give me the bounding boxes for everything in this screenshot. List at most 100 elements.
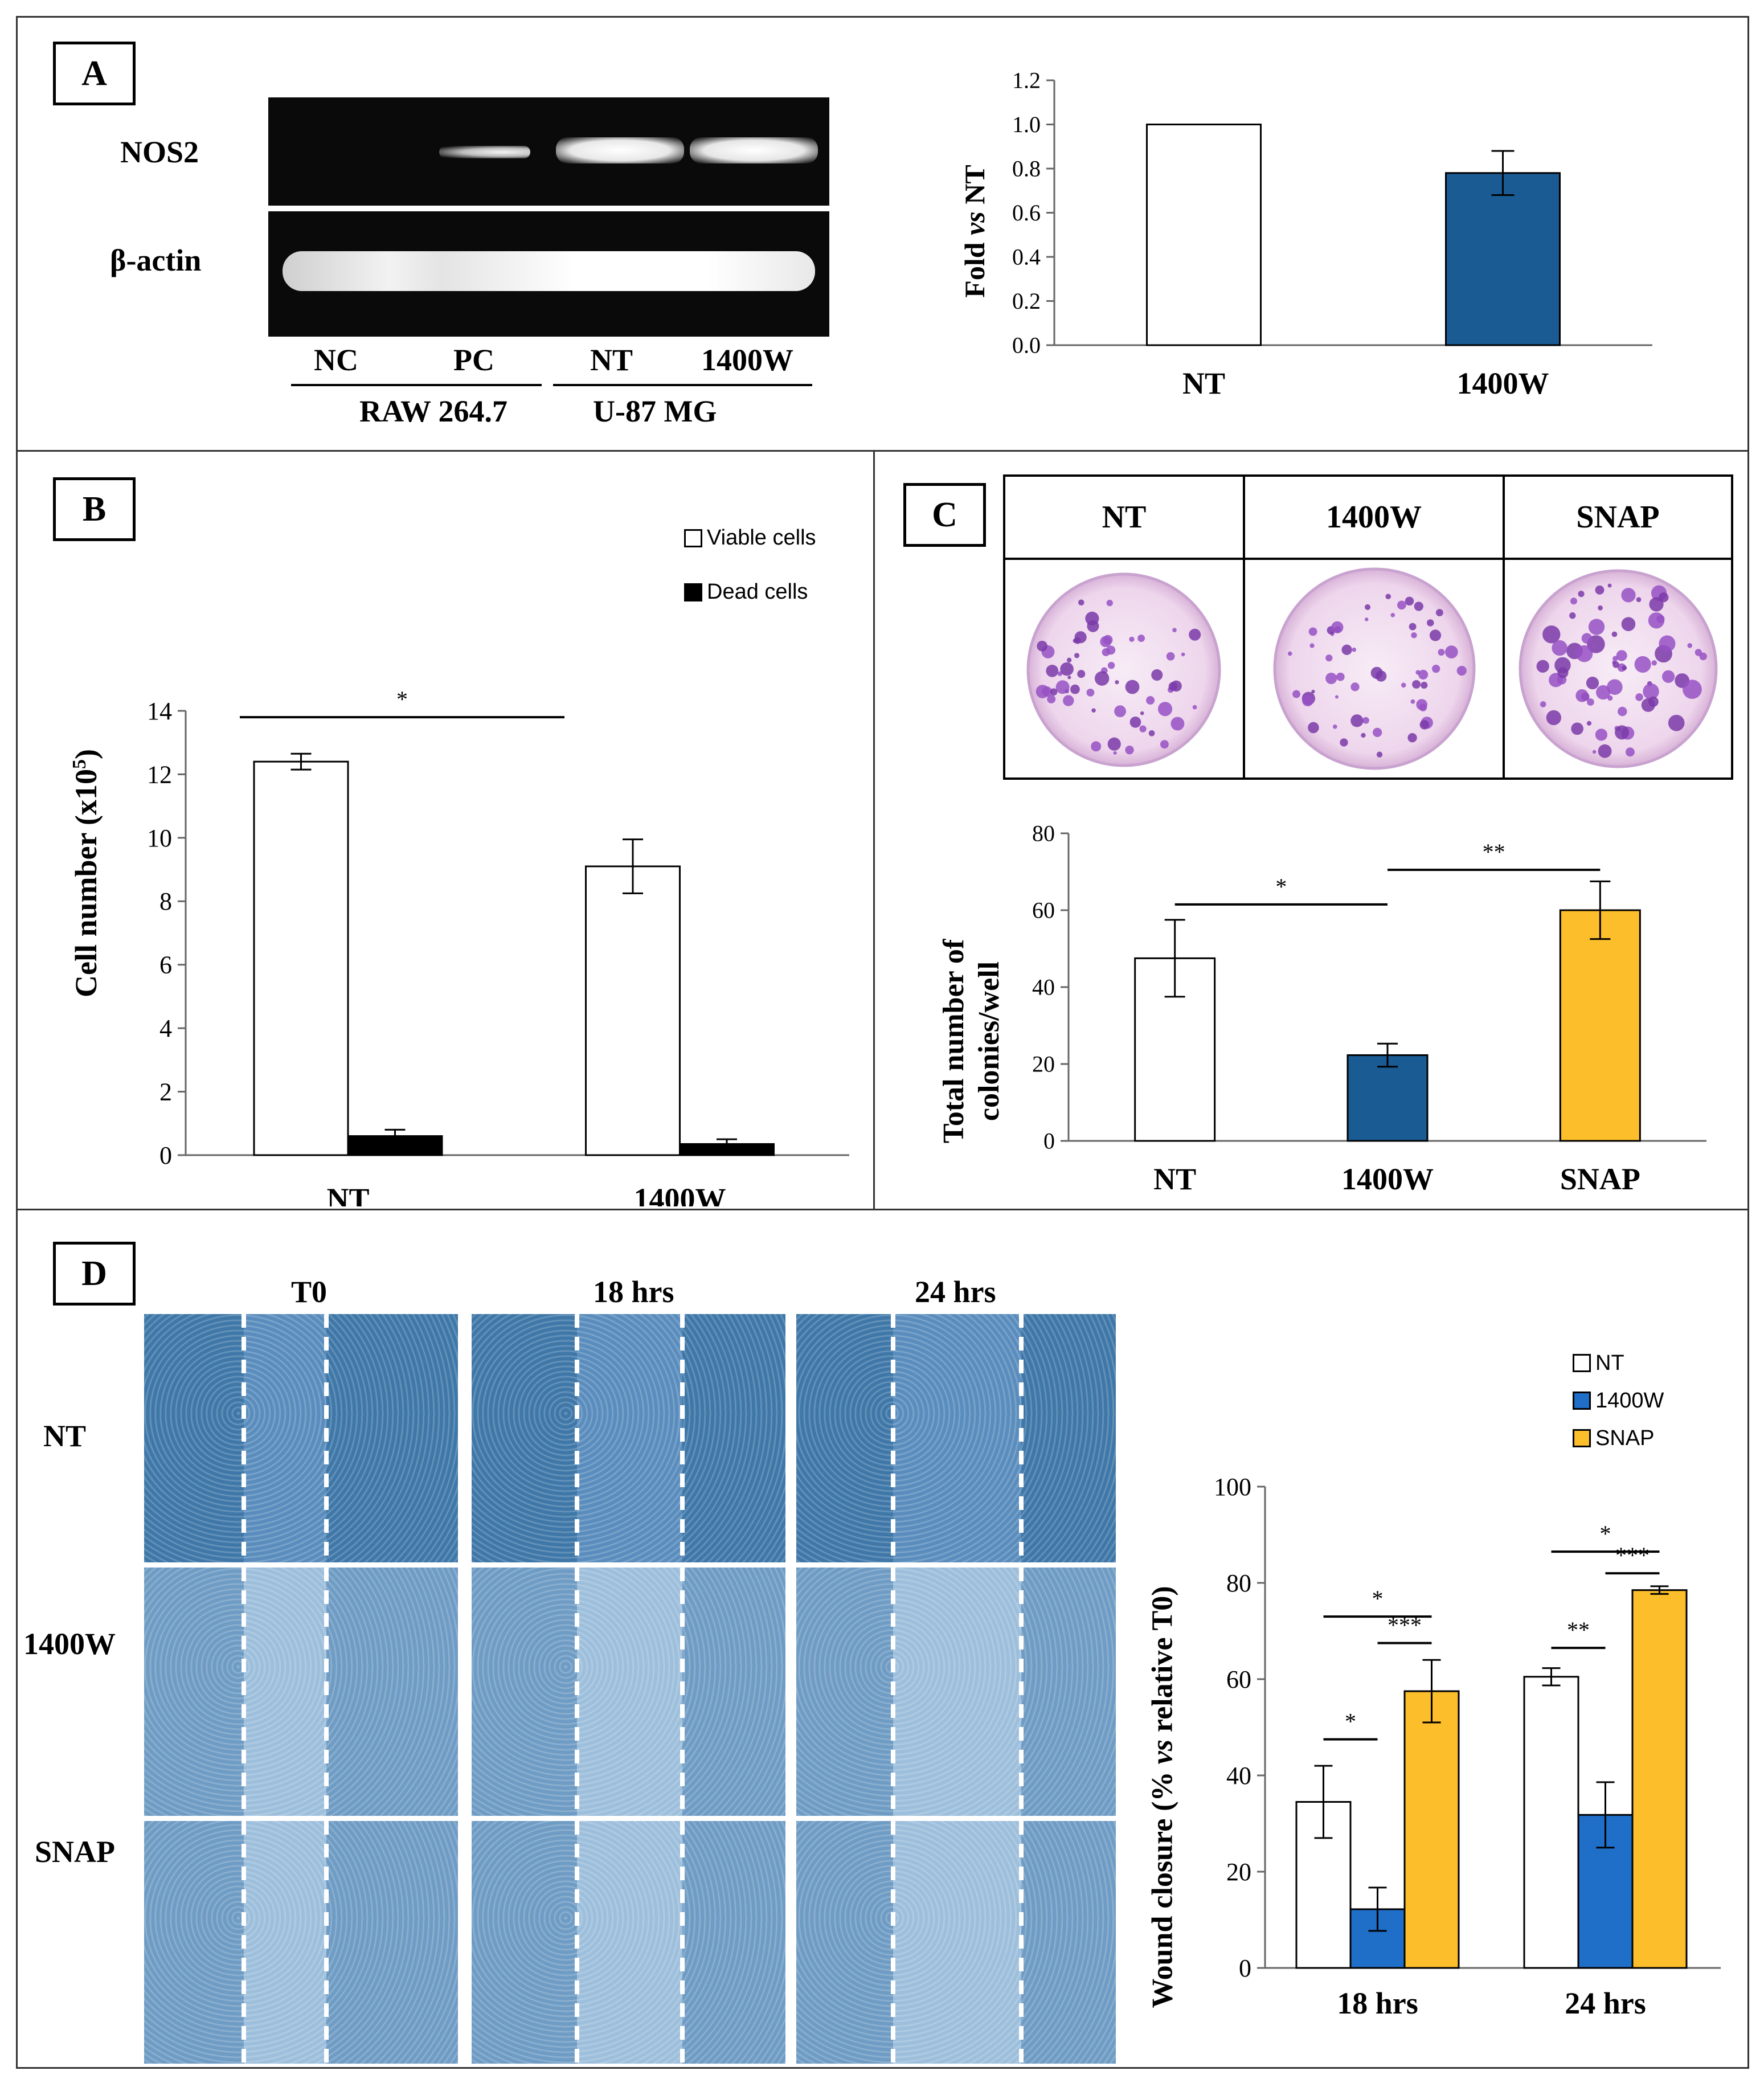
micro-row-label-snap: SNAP (35, 1835, 116, 1869)
chart-d-ytick-label: 40 (1226, 1762, 1251, 1790)
chart-b-ylabel-sup: 5 (69, 759, 90, 769)
colony-dot (1432, 664, 1440, 673)
lane-label-1400w: 1400W (701, 343, 793, 377)
group-line-u87 (553, 384, 812, 386)
colony-dot (1036, 685, 1050, 698)
colony-dot (1288, 651, 1292, 656)
colony-dot (1421, 681, 1428, 689)
chart-b-ytick-label: 8 (159, 887, 172, 915)
legend-b-dead-label: Dead cells (707, 580, 808, 604)
chart-d-ytick-label: 80 (1226, 1569, 1251, 1597)
band-actin-row (283, 251, 815, 291)
colony-dot (1659, 635, 1676, 652)
wound-edge-line (680, 1314, 685, 1562)
colony-dot (1416, 699, 1427, 710)
colony-dot (1621, 617, 1636, 632)
colony-dot (1364, 617, 1369, 621)
chart-d-sig-label: * (1600, 1521, 1611, 1546)
plate-header-snap: SNAP (1503, 474, 1733, 560)
legend-d-snap-swatch (1573, 1429, 1591, 1447)
colony-dot (1308, 627, 1317, 636)
panel-c-letter: C (903, 483, 986, 547)
panel-b: B Viable cells Dead cells Cell number (x… (16, 450, 875, 1210)
colony-dot (1077, 670, 1086, 678)
colony-dot (1557, 667, 1569, 678)
colony-dot (1308, 722, 1319, 734)
chart-d-bar-snap-18-hrs (1403, 1690, 1460, 1969)
colony-dot (1047, 694, 1056, 704)
colony-dot (1616, 650, 1627, 661)
colony-dot (1107, 661, 1115, 669)
colony-dot (1335, 695, 1339, 699)
panel-d-letter: D (53, 1242, 136, 1306)
chart-b-ytick-label: 12 (147, 760, 172, 788)
wound-edge-line (575, 1821, 579, 2064)
plate-label-nt: NT (1102, 500, 1147, 535)
plate-label-snap: SNAP (1576, 500, 1660, 535)
colony-dot (1444, 645, 1458, 658)
colony-dot (1302, 695, 1313, 707)
colony-dot (1060, 662, 1074, 676)
colony-dot (1106, 599, 1113, 607)
colony-dot (1350, 714, 1364, 727)
colony-dot (1107, 737, 1121, 751)
chart-d-bar-nt-24-hrs (1523, 1676, 1579, 1969)
colony-dot (1125, 745, 1134, 755)
wound-edge-line (575, 1314, 579, 1562)
colony-dot (1168, 682, 1178, 691)
chart-b-xtick-label: NT (326, 1182, 369, 1206)
legend-d-nt-label: NT (1595, 1351, 1624, 1375)
colony-dot (1611, 631, 1618, 637)
colony-dot (1087, 620, 1099, 632)
colony-dot (1661, 670, 1675, 683)
colony-dot (1401, 682, 1406, 688)
colony-dot (1376, 751, 1383, 758)
wound-edge-line (680, 1568, 685, 1816)
colony-dot (1074, 631, 1087, 644)
colony-dot (1074, 653, 1080, 658)
colony-dot (1625, 747, 1635, 757)
micro-col-label-18: 18 hrs (593, 1275, 674, 1309)
lane-label-pc: PC (453, 343, 494, 377)
colony-dot (1409, 623, 1417, 631)
colony-dot (1129, 716, 1141, 728)
chart-d-ytick-label: 100 (1214, 1473, 1251, 1501)
chart-a-xtick-label: NT (1182, 366, 1225, 400)
colony-dot (1332, 724, 1337, 729)
colony-dot (1615, 725, 1630, 740)
micrograph-snap-18 (470, 1820, 787, 2065)
colony-dot (1140, 711, 1144, 715)
chart-c-ytick-label: 80 (1032, 821, 1055, 846)
wound-edge-line (575, 1568, 579, 1816)
chart-d-sig-label: * (1345, 1709, 1356, 1734)
chart-a-ytick-label: 0.6 (1012, 200, 1041, 226)
colony-dot (1571, 722, 1583, 735)
chart-c-bar-snap (1559, 909, 1641, 1142)
colony-dot (1699, 652, 1707, 661)
colony-dot (1170, 717, 1185, 731)
colony-dot (1157, 702, 1173, 717)
legend-d-1400w-label: 1400W (1595, 1388, 1664, 1413)
micrograph-grid (143, 1313, 1134, 2065)
chart-d-ylabel-em: vs (1146, 1740, 1179, 1765)
colony-dot (1407, 733, 1417, 743)
colony-dot (1643, 683, 1659, 700)
colony-dot (1546, 710, 1561, 726)
colony-dot (1361, 732, 1366, 738)
chart-c-ytick-label: 60 (1032, 898, 1055, 923)
panel-b-letter: B (53, 477, 136, 541)
chart-a-ytick-label: 0.2 (1012, 288, 1041, 314)
band-nos2-nt (556, 137, 684, 163)
micrograph-nt-t0 (143, 1313, 459, 1564)
colony-dot (1166, 652, 1175, 661)
colony-dot (1073, 638, 1078, 643)
chart-d-ytick-label: 60 (1226, 1665, 1251, 1693)
wound-edge-line (242, 1568, 246, 1816)
panel-a-letter: A (53, 42, 136, 105)
colony-dot (1091, 708, 1096, 713)
chart-a-ytick-label: 0.8 (1012, 156, 1041, 182)
colony-dot (1569, 612, 1576, 619)
colony-dot (1350, 682, 1360, 691)
legend-d-1400w-swatch (1573, 1392, 1591, 1410)
